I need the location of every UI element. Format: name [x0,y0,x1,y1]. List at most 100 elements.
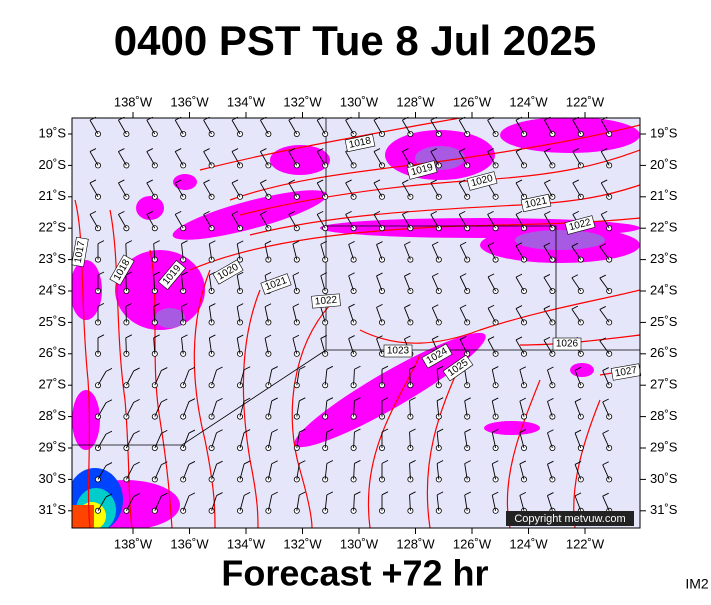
barb-flag [118,179,125,184]
barb-flag [264,271,272,276]
lon-label-bottom: 138˚W [114,536,153,551]
barb-station [577,162,584,169]
barb-flag [354,365,361,370]
barb-flag [381,428,389,433]
barb-flag [89,179,97,184]
lat-label-left: 29˚S [39,439,67,454]
lat-label-left: 27˚S [39,377,67,392]
lat-label-left: 23˚S [39,251,67,266]
barb-shaft [431,276,440,292]
isobar-label-box [71,236,89,268]
image-id: IM2 [685,576,709,592]
barb-flag [436,365,444,370]
barb-shaft [267,463,273,480]
barb-shaft [409,400,411,417]
barb-flag [316,179,324,184]
barb-shaft [292,243,298,260]
barb-shaft [409,494,411,511]
barb-flag [133,367,140,372]
barb-flag [231,148,239,152]
barb-shaft [409,431,411,449]
barb-shaft [182,432,190,449]
barb-flag [402,179,409,184]
barb-shaft [296,494,300,511]
lon-label-bottom: 130˚W [340,536,379,551]
barb-shaft [373,119,383,135]
barb-flag [264,334,272,339]
barb-shaft [97,433,107,449]
barb-shaft [236,337,241,354]
barb-flag [544,179,551,184]
barb-flag [316,148,324,152]
barb-shaft [118,119,127,135]
barb-station [606,162,613,169]
lat-label-right: 26˚S [650,345,678,360]
barb-flag [436,397,444,402]
barb-shaft [208,275,213,292]
barb-flag [376,272,383,277]
barb-flag [459,304,467,309]
barb-flag [543,274,551,278]
barb-flag [519,491,527,496]
lon-label-top: 128˚W [396,94,435,109]
barb-shaft [547,369,553,386]
barb-flag [161,367,168,371]
barb-flag [292,303,300,308]
barb-shaft [239,463,245,480]
barb-flag [572,210,580,215]
barb-shaft [288,151,298,166]
barb-flag [547,492,554,496]
barb-shaft [602,496,610,511]
barb-shaft [208,337,213,354]
barb-flag [203,179,210,184]
isobar-label-text: 1027 [614,365,638,380]
barb-shaft [547,401,553,417]
barb-shaft [602,370,610,386]
barb-shaft [236,243,241,260]
barb-flag [260,210,267,215]
barb-flag [105,399,113,404]
barb-shaft [181,306,184,323]
barb-shaft [544,151,553,166]
isobar-label: 1022 [564,215,596,235]
barb-flag [354,397,361,402]
barb-flag [97,240,105,245]
lon-label-top: 136˚W [170,94,209,109]
barb-shaft [402,119,411,135]
barb-flag [188,366,196,371]
barb-shaft [602,464,610,480]
barb-flag [458,210,466,215]
barb-flag [288,179,296,184]
barb-shaft [348,307,355,323]
lat-label-left: 31˚S [39,502,67,517]
barb-flag [288,148,296,152]
barb-flag [409,397,416,402]
barb-shaft [543,339,553,355]
barb-shaft [182,370,190,386]
barb-station [577,444,584,451]
barb-shaft [324,369,328,386]
barb-shaft [409,463,411,480]
barb-flag [602,461,609,466]
barb-shaft [320,306,326,323]
forecast-caption: Forecast +72 hr [221,553,488,594]
barb-shaft [320,338,326,354]
barb-flag [146,179,154,184]
barb-shaft [260,182,269,198]
barb-shaft [89,182,99,198]
barb-shaft [324,463,328,480]
barb-shaft [403,307,411,323]
lon-label-top: 124˚W [509,94,548,109]
barb-flag [188,461,196,465]
barb-flag [348,240,355,245]
isobar-label: 1017 [71,236,89,268]
barb-flag [89,148,97,152]
barb-flag [354,491,361,496]
barb-shaft [211,401,217,417]
barb-shaft [543,308,553,323]
barb-shaft [182,464,190,480]
barb-flag [231,179,239,184]
barb-shaft [153,275,156,292]
barb-shaft [125,464,135,480]
barb-shaft [459,339,468,354]
